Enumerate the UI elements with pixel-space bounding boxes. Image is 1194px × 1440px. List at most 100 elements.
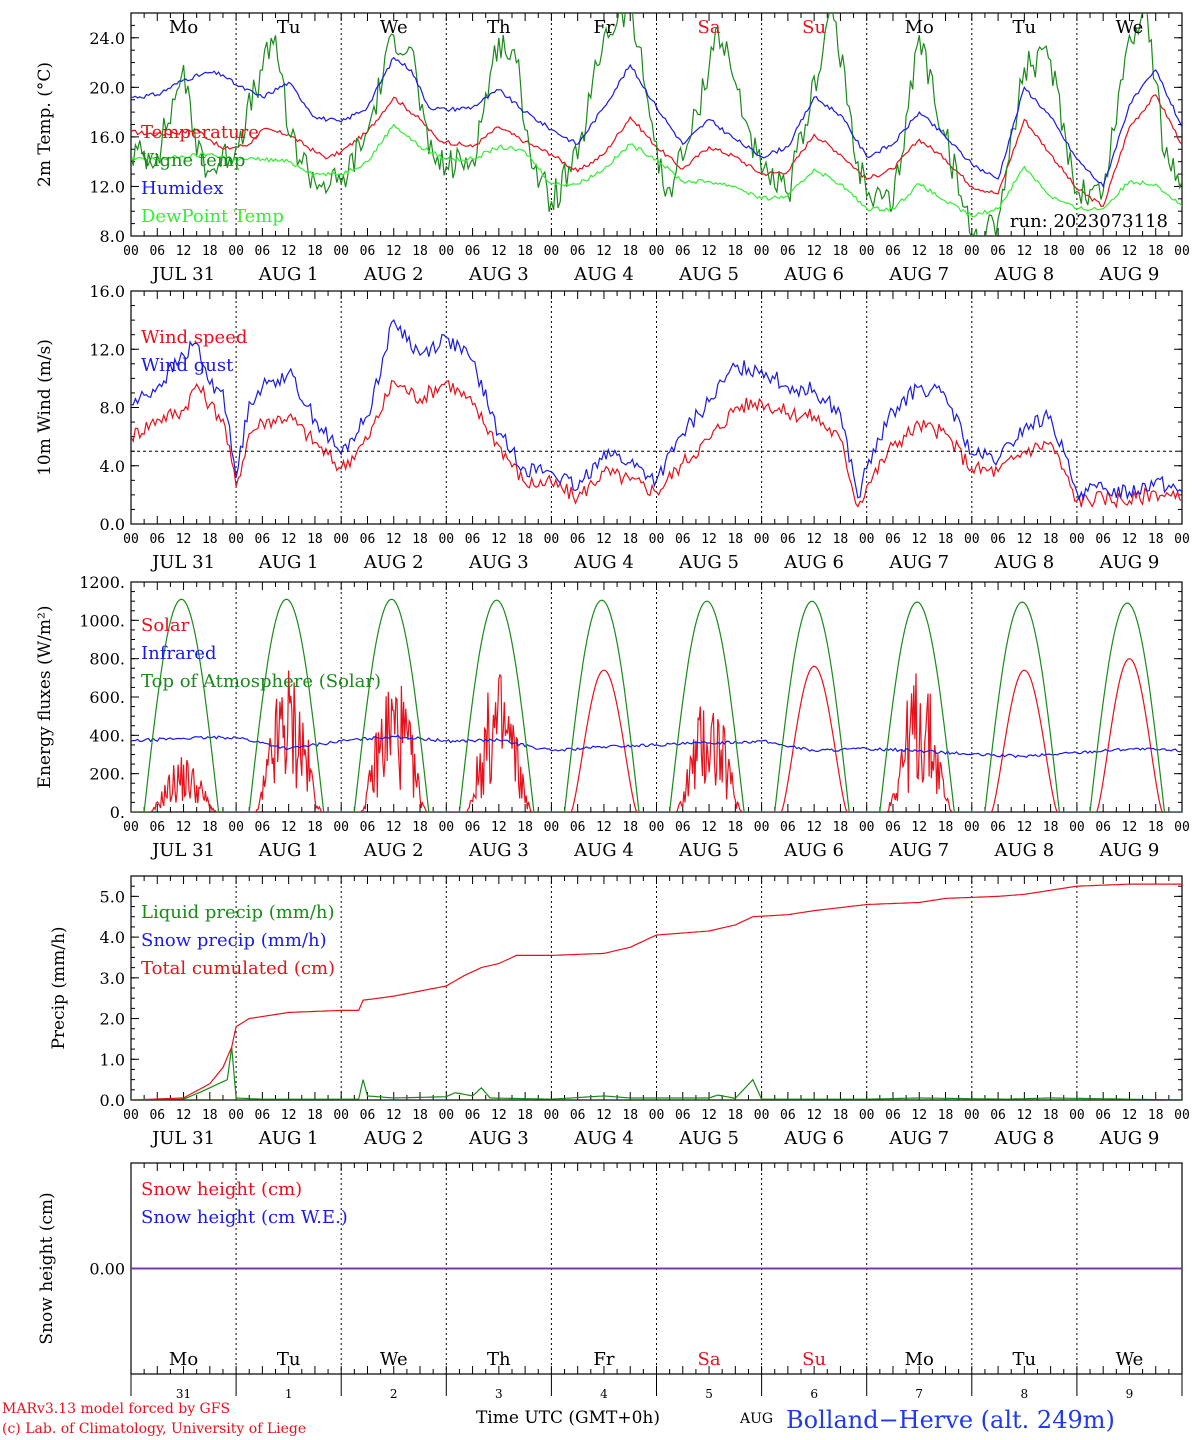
day-name: Tu [1013,17,1037,38]
y-axis-title: Energy fluxes (W/m²) [35,606,55,789]
y-tick-label: 16.0 [89,282,125,301]
hour-tick-label: 18 [202,244,218,259]
hour-tick-label: 18 [517,532,533,547]
hour-tick-label: 06 [780,820,796,835]
hour-tick-label: 00 [1069,244,1085,259]
hour-tick-label: 06 [465,244,481,259]
day-name: Tu [277,17,301,38]
date-label: JUL 31 [150,1128,215,1149]
hour-tick-label: 00 [859,532,875,547]
date-label: AUG 9 [1099,840,1160,861]
hour-tick-label: 00 [754,820,770,835]
hour-tick-label: 00 [228,244,244,259]
hour-tick-label: 12 [1122,244,1138,259]
hour-tick-label: 18 [938,244,954,259]
hour-tick-label: 06 [990,1108,1006,1123]
hour-tick-label: 12 [596,820,612,835]
panels-group: 8.012.016.020.024.02m Temp. (°C)00 06 12 18… [35,12,1190,1401]
hour-tick-label: 06 [885,820,901,835]
date-label: AUG 3 [468,552,529,573]
hour-tick-label: 00 [754,532,770,547]
y-tick-label: 400. [89,726,125,745]
series-line [131,13,1182,236]
panel-2: 0.0 4.0 8.0 12.0 16.0 10m Wind (m/s) 00 06 12 18 J… [35,282,1190,573]
series-line [131,379,1182,509]
series-line [131,734,1182,759]
hour-tick-label: 00 [649,1108,665,1123]
hour-tick-label: 06 [465,1108,481,1123]
hour-tick-label: 12 [491,1108,507,1123]
day-name: Fr [593,1349,614,1370]
hour-tick-label: 12 [1122,1108,1138,1123]
legend-entry: Snow height (cm) [141,1179,302,1200]
hour-tick-label: 12 [701,820,717,835]
hour-tick-label: 12 [281,244,297,259]
hour-tick-label: 18 [1148,820,1164,835]
hour-tick-label: 06 [570,1108,586,1123]
month-label: AUG [739,1411,773,1427]
day-name: Tu [1013,1349,1037,1370]
y-axis-title: Precip (mm/h) [49,926,69,1049]
legend-entry: Humidex [141,178,223,199]
y-axis-title: 2m Temp. (°C) [35,62,55,187]
date-label: AUG 4 [573,264,634,285]
y-axis-title: 10m Wind (m/s) [35,339,55,476]
date-label: AUG 2 [363,264,424,285]
hour-tick-label: 18 [938,532,954,547]
hour-tick-label: 06 [255,1108,271,1123]
hour-tick-label: 00 [544,244,560,259]
hour-tick-label: 18 [622,820,638,835]
hour-tick-label: 18 [202,532,218,547]
date-label: AUG 5 [678,552,739,573]
hour-tick-label: 12 [701,244,717,259]
hour-tick-label: 18 [833,820,849,835]
hour-tick-label: 12 [491,820,507,835]
day-name: Sa [698,1349,721,1370]
y-tick-label: 2.0 [100,1010,125,1029]
hour-tick-label: 12 [281,532,297,547]
series-line [131,883,1182,1100]
hour-tick-label: 12 [386,820,402,835]
y-tick-label: 12.0 [89,177,125,196]
hour-tick-label: 12 [176,820,192,835]
hour-tick-label: 06 [990,244,1006,259]
hour-tick-label: 12 [911,244,927,259]
hour-tick-label: 00 [859,1108,875,1123]
day-number: 7 [915,1387,923,1401]
hour-tick-label: 00 [649,820,665,835]
date-label: JUL 31 [150,840,215,861]
date-label: AUG 5 [678,840,739,861]
hour-tick-label: 06 [570,244,586,259]
hour-tick-label: 06 [1095,532,1111,547]
hour-tick-label: 18 [938,820,954,835]
hour-tick-label: 18 [622,1108,638,1123]
day-name: We [1116,17,1144,38]
hour-tick-label: 00 [964,244,980,259]
hour-tick-label: 18 [622,244,638,259]
series-line [131,1047,1182,1100]
hour-tick-label: 00 [123,532,139,547]
date-label: AUG 1 [258,264,319,285]
hour-tick-label: 00 [544,1108,560,1123]
y-tick-label: 0.0 [100,515,125,534]
hour-tick-label: 00 [1069,820,1085,835]
hour-tick-label: 06 [465,820,481,835]
y-tick-label: 8.0 [100,399,125,418]
hour-tick-label: 18 [1148,532,1164,547]
day-name: Su [802,17,826,38]
date-label: AUG 6 [783,264,844,285]
hour-tick-label: 12 [701,532,717,547]
date-label: AUG 3 [468,1128,529,1149]
hour-tick-label: 00 [333,820,349,835]
day-name: Th [487,17,511,38]
hour-tick-label: 18 [517,820,533,835]
series-line [131,123,1182,218]
day-name: We [380,1349,408,1370]
hour-tick-label: 06 [675,820,691,835]
hour-tick-label: 18 [727,244,743,259]
hour-tick-label: 12 [176,532,192,547]
hour-tick-label: 12 [1122,532,1138,547]
panel-5: 0.00 Snow height (cm) Snow height (cm) Snow… [37,1162,1183,1401]
run-label: run: 2023073118 [1010,211,1168,232]
hour-tick-label: 06 [885,1108,901,1123]
